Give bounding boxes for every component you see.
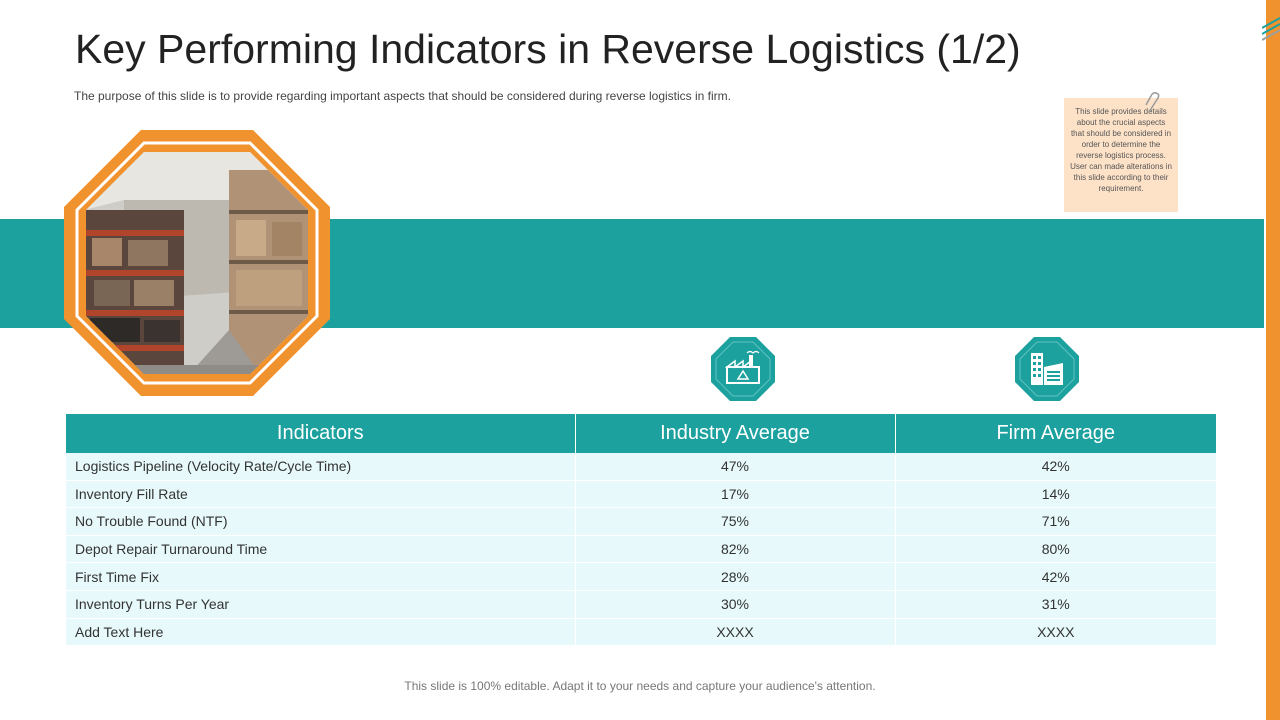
table-row: No Trouble Found (NTF) 75% 71%: [66, 507, 1216, 536]
indicator-cell: Logistics Pipeline (Velocity Rate/Cycle …: [66, 453, 576, 481]
firm-average-cell: 14%: [895, 480, 1216, 509]
firm-average-cell: 80%: [895, 535, 1216, 564]
slide-subtitle: The purpose of this slide is to provide …: [74, 89, 732, 103]
sticky-note-text: This slide provides details about the cr…: [1070, 107, 1172, 193]
header-industry-average: Industry Average: [575, 414, 896, 453]
stripe-lines-decoration: [1262, 17, 1280, 41]
firm-average-cell: 42%: [895, 562, 1216, 591]
right-accent-stripe: [1266, 0, 1280, 720]
table-row: Logistics Pipeline (Velocity Rate/Cycle …: [66, 453, 1216, 481]
table-row: Inventory Turns Per Year 30% 31%: [66, 590, 1216, 619]
indicator-cell: First Time Fix: [66, 562, 576, 591]
table-header-row: Indicators Industry Average Firm Average: [66, 414, 1216, 453]
indicator-cell: Inventory Turns Per Year: [66, 590, 576, 619]
firm-average-cell: XXXX: [895, 618, 1216, 647]
industry-average-cell: 82%: [575, 535, 896, 564]
table-row: Depot Repair Turnaround Time 82% 80%: [66, 535, 1216, 564]
paperclip-icon: [1145, 92, 1160, 113]
slide-title: Key Performing Indicators in Reverse Log…: [75, 26, 1021, 72]
industry-average-cell: 75%: [575, 507, 896, 536]
factory-icon: [711, 337, 775, 401]
header-firm-average: Firm Average: [895, 414, 1216, 453]
industry-average-cell: 17%: [575, 480, 896, 509]
indicator-cell: No Trouble Found (NTF): [66, 507, 576, 536]
industry-average-cell: 47%: [575, 453, 896, 481]
industry-average-cell: XXXX: [575, 618, 896, 647]
slide-footer: This slide is 100% editable. Adapt it to…: [404, 679, 876, 693]
warehouse-photo: [64, 130, 330, 396]
firm-average-cell: 31%: [895, 590, 1216, 619]
firm-average-cell: 71%: [895, 507, 1216, 536]
industry-average-cell: 28%: [575, 562, 896, 591]
table-row: First Time Fix 28% 42%: [66, 562, 1216, 591]
industry-average-cell: 30%: [575, 590, 896, 619]
firm-average-cell: 42%: [895, 453, 1216, 481]
table-row: Add Text Here XXXX XXXX: [66, 618, 1216, 647]
indicator-cell: Inventory Fill Rate: [66, 480, 576, 509]
office-building-icon: [1015, 337, 1079, 401]
table-row: Inventory Fill Rate 17% 14%: [66, 480, 1216, 509]
header-indicators: Indicators: [66, 414, 576, 453]
indicator-cell: Add Text Here: [66, 618, 576, 647]
warehouse-photo-frame: [64, 130, 330, 396]
kpi-table: Indicators Industry Average Firm Average…: [66, 414, 1216, 647]
sticky-note: This slide provides details about the cr…: [1064, 98, 1178, 212]
firm-average-badge: [1015, 337, 1079, 401]
indicator-cell: Depot Repair Turnaround Time: [66, 535, 576, 564]
industry-average-badge: [711, 337, 775, 401]
